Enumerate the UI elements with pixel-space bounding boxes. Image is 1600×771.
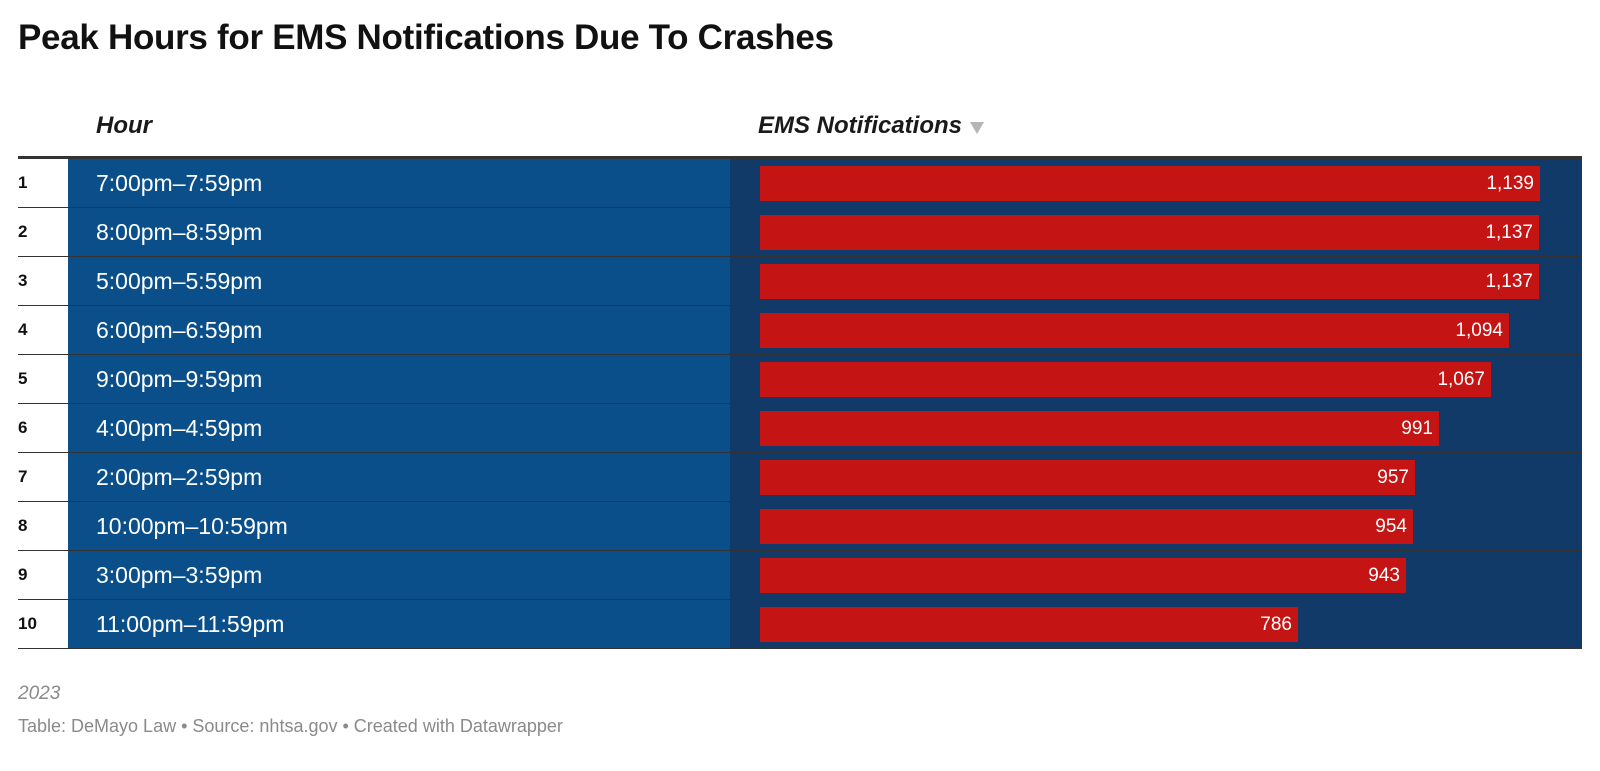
- table-row: 1 7:00pm–7:59pm 1,139: [18, 159, 1582, 208]
- ems-cell: 1,139: [730, 159, 1582, 207]
- bar-value-label: 1,094: [1455, 320, 1503, 341]
- table-row: 4 6:00pm–6:59pm 1,094: [18, 306, 1582, 355]
- bar-track: 786: [760, 607, 1540, 642]
- bar-value-label: 1,139: [1486, 173, 1534, 194]
- ems-bar: 1,067: [760, 362, 1491, 397]
- ems-bar: 943: [760, 558, 1406, 593]
- table-row: 6 4:00pm–4:59pm 991: [18, 404, 1582, 453]
- sort-descending-icon[interactable]: [970, 122, 985, 134]
- ems-bar: 954: [760, 509, 1413, 544]
- hour-label: 11:00pm–11:59pm: [96, 611, 285, 637]
- bar-track: 991: [760, 411, 1540, 446]
- table-row: 5 9:00pm–9:59pm 1,067: [18, 355, 1582, 404]
- ems-cell: 991: [730, 404, 1582, 452]
- column-header-hour[interactable]: Hour: [96, 112, 152, 139]
- row-rank: 10: [18, 600, 68, 648]
- bar-value-label: 943: [1368, 565, 1400, 586]
- hour-cell: 4:00pm–4:59pm: [68, 404, 730, 452]
- ems-cell: 1,067: [730, 355, 1582, 403]
- row-rank: 4: [18, 306, 68, 354]
- ems-bar: 1,137: [760, 215, 1539, 250]
- table-row: 10 11:00pm–11:59pm 786: [18, 600, 1582, 649]
- chart-title: Peak Hours for EMS Notifications Due To …: [18, 18, 834, 57]
- ems-bar: 957: [760, 460, 1415, 495]
- bar-track: 1,139: [760, 166, 1540, 201]
- ems-bar: 1,094: [760, 313, 1509, 348]
- table-row: 3 5:00pm–5:59pm 1,137: [18, 257, 1582, 306]
- hour-label: 10:00pm–10:59pm: [96, 513, 288, 539]
- bar-track: 957: [760, 460, 1540, 495]
- hour-cell: 11:00pm–11:59pm: [68, 600, 730, 648]
- row-rank: 2: [18, 208, 68, 256]
- ems-bar: 1,139: [760, 166, 1540, 201]
- row-rank: 1: [18, 159, 68, 207]
- bar-track: 943: [760, 558, 1540, 593]
- hour-label: 3:00pm–3:59pm: [96, 562, 263, 588]
- row-rank: 7: [18, 453, 68, 501]
- ems-cell: 957: [730, 453, 1582, 501]
- hour-label: 7:00pm–7:59pm: [96, 170, 263, 196]
- hour-cell: 6:00pm–6:59pm: [68, 306, 730, 354]
- table-body: 1 7:00pm–7:59pm 1,139 2 8:00pm–8:59pm 1,137 3 5…: [18, 159, 1582, 649]
- data-table: Hour EMS Notifications 1 7:00pm–7:59pm 1,1…: [18, 106, 1582, 649]
- ems-cell: 1,094: [730, 306, 1582, 354]
- bar-value-label: 1,067: [1437, 369, 1485, 390]
- hour-label: 5:00pm–5:59pm: [96, 268, 263, 294]
- bar-value-label: 1,137: [1485, 271, 1533, 292]
- bar-track: 1,094: [760, 313, 1540, 348]
- hour-cell: 10:00pm–10:59pm: [68, 502, 730, 550]
- bar-track: 954: [760, 509, 1540, 544]
- row-rank: 9: [18, 551, 68, 599]
- hour-cell: 7:00pm–7:59pm: [68, 159, 730, 207]
- hour-cell: 3:00pm–3:59pm: [68, 551, 730, 599]
- hour-label: 2:00pm–2:59pm: [96, 464, 263, 490]
- ems-bar: 991: [760, 411, 1439, 446]
- ems-cell: 943: [730, 551, 1582, 599]
- table-row: 7 2:00pm–2:59pm 957: [18, 453, 1582, 502]
- row-rank: 3: [18, 257, 68, 305]
- row-rank: 6: [18, 404, 68, 452]
- column-header-ems-notifications[interactable]: EMS Notifications: [758, 112, 985, 140]
- ems-cell: 954: [730, 502, 1582, 550]
- ems-bar: 786: [760, 607, 1298, 642]
- table-row: 9 3:00pm–3:59pm 943: [18, 551, 1582, 600]
- chart-notes: 2023: [18, 683, 61, 704]
- row-rank: 8: [18, 502, 68, 550]
- bar-track: 1,137: [760, 215, 1540, 250]
- table-header: Hour EMS Notifications: [18, 106, 1582, 159]
- bar-track: 1,067: [760, 362, 1540, 397]
- bar-value-label: 1,137: [1485, 222, 1533, 243]
- table-row: 8 10:00pm–10:59pm 954: [18, 502, 1582, 551]
- hour-label: 6:00pm–6:59pm: [96, 317, 263, 343]
- bar-value-label: 954: [1375, 516, 1407, 537]
- ems-cell: 786: [730, 600, 1582, 648]
- hour-cell: 9:00pm–9:59pm: [68, 355, 730, 403]
- bar-value-label: 991: [1401, 418, 1433, 439]
- hour-cell: 5:00pm–5:59pm: [68, 257, 730, 305]
- hour-label: 8:00pm–8:59pm: [96, 219, 263, 245]
- bar-track: 1,137: [760, 264, 1540, 299]
- bar-value-label: 786: [1260, 614, 1292, 635]
- chart-footer: Table: DeMayo Law • Source: nhtsa.gov • …: [18, 716, 563, 736]
- ems-cell: 1,137: [730, 257, 1582, 305]
- hour-label: 9:00pm–9:59pm: [96, 366, 263, 392]
- ems-bar: 1,137: [760, 264, 1539, 299]
- hour-cell: 2:00pm–2:59pm: [68, 453, 730, 501]
- table-row: 2 8:00pm–8:59pm 1,137: [18, 208, 1582, 257]
- row-rank: 5: [18, 355, 68, 403]
- bar-value-label: 957: [1377, 467, 1409, 488]
- hour-cell: 8:00pm–8:59pm: [68, 208, 730, 256]
- column-header-ems-label: EMS Notifications: [758, 112, 963, 139]
- ems-cell: 1,137: [730, 208, 1582, 256]
- hour-label: 4:00pm–4:59pm: [96, 415, 263, 441]
